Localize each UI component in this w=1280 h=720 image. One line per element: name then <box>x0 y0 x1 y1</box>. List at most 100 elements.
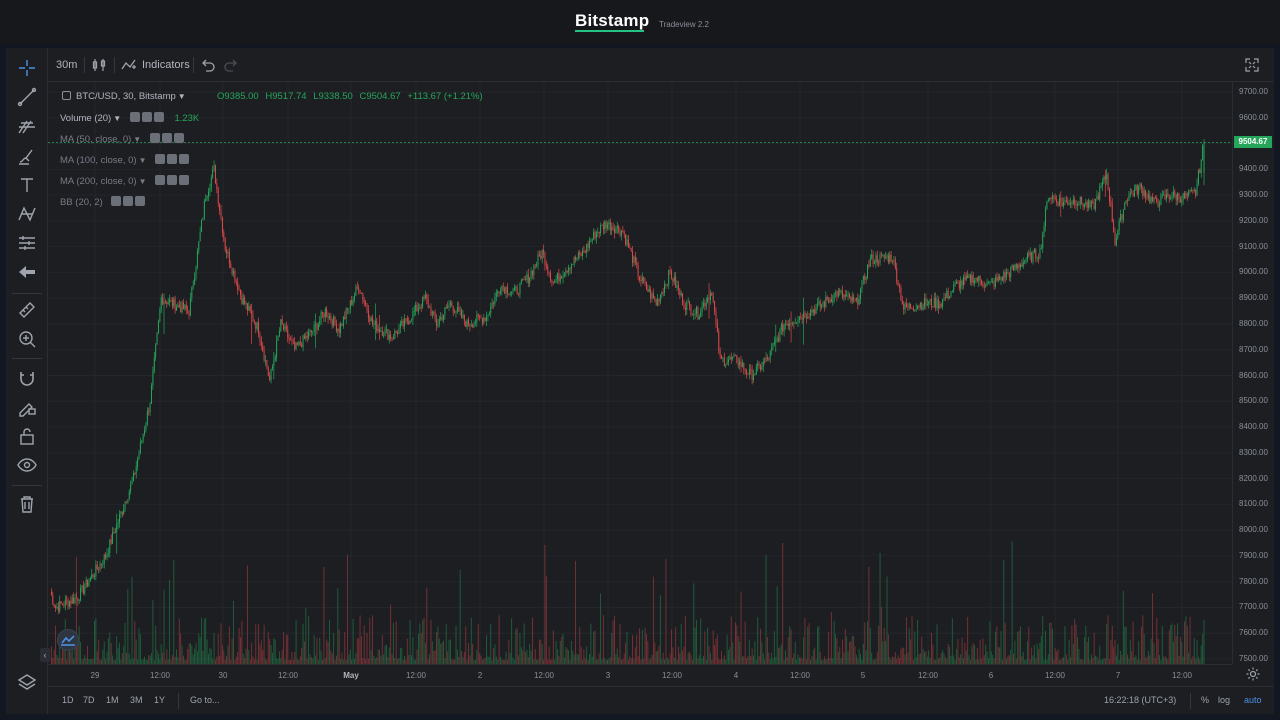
volume-bar <box>259 644 261 664</box>
chevron-down-icon[interactable]: ▼ <box>138 156 147 165</box>
volume-bar <box>1174 624 1176 664</box>
candles-icon[interactable] <box>91 57 107 73</box>
volume-bar <box>618 657 620 664</box>
ma200-study-label[interactable]: MA (200, close, 0) <box>60 176 137 187</box>
indicators-icon[interactable] <box>121 57 137 73</box>
eye-icon[interactable] <box>155 175 166 185</box>
close-icon[interactable] <box>173 133 184 143</box>
brand-logo[interactable]: Bitstamp <box>575 11 650 30</box>
magnet-icon[interactable] <box>15 366 39 390</box>
price-chart[interactable] <box>48 82 1232 664</box>
zoom-in-icon[interactable] <box>15 327 39 351</box>
volume-bar <box>80 641 82 664</box>
candle-body <box>936 299 938 309</box>
gear-icon[interactable] <box>1245 666 1261 682</box>
volume-bar <box>188 643 190 664</box>
layers-icon[interactable] <box>15 670 39 694</box>
volume-bar <box>114 659 116 664</box>
collapse-toolbar-icon[interactable]: ‹ <box>40 648 50 662</box>
candle-body <box>862 275 864 281</box>
fullscreen-icon[interactable] <box>1244 57 1260 73</box>
candle-body <box>356 286 358 288</box>
trash-icon[interactable] <box>15 492 39 516</box>
chevron-down-icon[interactable]: ▼ <box>133 135 142 144</box>
range-1y[interactable]: 1Y <box>154 695 166 705</box>
undo-icon[interactable] <box>200 57 216 73</box>
brush-icon[interactable] <box>15 144 39 168</box>
time-axis[interactable]: 29 12:00 30 12:00 May 12:00 2 12:00 3 12:00 4 12:00… <box>48 664 1232 686</box>
log-toggle[interactable]: log <box>1218 695 1231 705</box>
gear-icon[interactable] <box>161 133 172 143</box>
percent-toggle[interactable]: % <box>1201 695 1210 705</box>
gear-icon[interactable] <box>123 196 134 206</box>
close-icon[interactable] <box>179 154 190 164</box>
candle-body <box>1154 197 1156 199</box>
volume-bar <box>1108 659 1110 664</box>
close-icon[interactable] <box>179 175 190 185</box>
bb-study-label[interactable]: BB (20, 2) <box>60 197 103 208</box>
ruler-icon[interactable] <box>15 298 39 322</box>
volume-bar <box>440 643 442 664</box>
candle-body <box>1093 203 1095 210</box>
volume-bar <box>526 650 528 664</box>
redo-icon[interactable] <box>223 57 239 73</box>
close-icon[interactable] <box>153 112 164 122</box>
candle-body <box>804 312 806 318</box>
prediction-tool-icon[interactable] <box>15 231 39 255</box>
candle-body <box>971 275 973 283</box>
volume-bar <box>593 631 595 664</box>
candle-body <box>274 356 276 361</box>
ma50-study-label[interactable]: MA (50, close, 0) <box>60 134 132 145</box>
chevron-down-icon[interactable]: ▼ <box>138 177 147 186</box>
candle-body <box>509 292 511 295</box>
tradingview-logo-icon[interactable] <box>57 629 79 651</box>
volume-bar <box>537 659 539 664</box>
volume-bar <box>776 586 778 664</box>
candle-body <box>1072 199 1074 204</box>
gear-icon[interactable] <box>167 175 178 185</box>
range-7d[interactable]: 7D <box>83 695 95 705</box>
price-axis[interactable]: 9700.009600.009500.009400.009300.009200.… <box>1232 82 1274 664</box>
eye-icon[interactable] <box>155 154 166 164</box>
volume-bar <box>227 645 229 664</box>
symbol-collapse-icon[interactable] <box>62 91 71 100</box>
indicators-button[interactable]: Indicators <box>142 59 190 71</box>
arrow-left-icon[interactable] <box>15 260 39 284</box>
fib-tool-icon[interactable] <box>15 115 39 139</box>
range-1d[interactable]: 1D <box>62 695 74 705</box>
auto-toggle[interactable]: auto <box>1244 695 1262 705</box>
lock-drawing-icon[interactable] <box>15 395 39 419</box>
range-3m[interactable]: 3M <box>130 695 143 705</box>
volume-bar <box>985 644 987 664</box>
ma100-study-label[interactable]: MA (100, close, 0) <box>60 155 137 166</box>
symbol-title[interactable]: BTC/USD, 30, Bitstamp <box>76 91 176 102</box>
volume-bar <box>239 637 241 664</box>
text-tool-icon[interactable] <box>15 173 39 197</box>
candle-body <box>88 581 90 587</box>
candle-body <box>103 554 105 565</box>
interval-selector[interactable]: 30m <box>56 59 78 71</box>
range-1m[interactable]: 1M <box>106 695 119 705</box>
chevron-down-icon[interactable]: ▼ <box>113 114 122 123</box>
eye-icon[interactable] <box>149 133 160 143</box>
candle-body <box>768 359 770 361</box>
volume-bar <box>160 644 162 664</box>
crosshair-icon[interactable] <box>15 56 39 80</box>
volume-bar <box>680 623 682 664</box>
volume-bar <box>1081 659 1083 664</box>
volume-study-label[interactable]: Volume (20) <box>60 113 112 124</box>
eye-icon[interactable] <box>15 453 39 477</box>
volume-bar <box>626 631 628 664</box>
eye-icon[interactable] <box>129 112 140 122</box>
unlock-icon[interactable] <box>15 424 39 448</box>
eye-icon[interactable] <box>111 196 122 206</box>
goto-button[interactable]: Go to... <box>190 695 220 705</box>
candle-body <box>420 307 422 308</box>
chevron-down-icon[interactable]: ▼ <box>177 92 186 101</box>
gear-icon[interactable] <box>141 112 152 122</box>
close-icon[interactable] <box>135 196 146 206</box>
pattern-tool-icon[interactable] <box>15 202 39 226</box>
gear-icon[interactable] <box>167 154 178 164</box>
volume-bar <box>951 618 953 664</box>
trend-line-icon[interactable] <box>15 85 39 109</box>
